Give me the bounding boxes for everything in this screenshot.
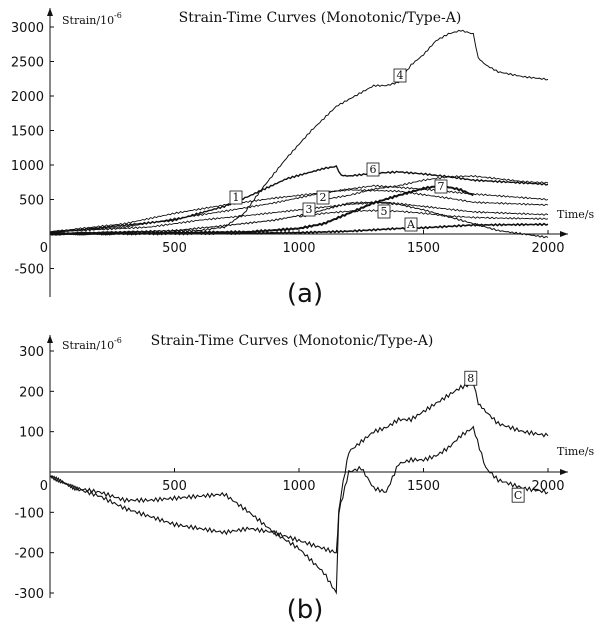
chart-panel-a: Strain-Time Curves (Monotonic/Type-A) St… xyxy=(11,8,595,309)
series-line-4 xyxy=(49,29,549,235)
series-marker-box-4 xyxy=(393,68,407,83)
x-tick-label: 1500 xyxy=(407,241,440,256)
y-axis-label-b: Strain/10 xyxy=(62,339,114,352)
y-axis-arrow xyxy=(47,335,53,343)
series-marker-label-6: 6 xyxy=(370,163,377,176)
series-marker-label-4: 4 xyxy=(397,69,404,82)
series-marker-label-8: 8 xyxy=(467,372,474,385)
y-tick-label: -500 xyxy=(14,263,44,278)
x-tick-label: 500 xyxy=(162,241,187,256)
chart-title-b: Strain-Time Curves (Monotonic/Type-A) xyxy=(151,333,434,349)
series-marker-label-C: C xyxy=(514,489,522,502)
x-tick-label: 1500 xyxy=(407,479,440,494)
x-tick-label: 2000 xyxy=(531,479,564,494)
series-line-unlabeled xyxy=(298,209,549,221)
y-axis-arrow xyxy=(47,8,53,16)
panel-label-a: (a) xyxy=(287,279,323,309)
series-marker-box-C xyxy=(511,487,525,503)
y-tick-label: 2500 xyxy=(11,56,44,71)
series-marker-box-7 xyxy=(434,179,448,194)
series-line-8 xyxy=(49,383,549,554)
x-axis-arrow xyxy=(560,231,568,237)
x-tick-label: 0 xyxy=(40,241,48,256)
series-marker-label-1: 1 xyxy=(233,191,240,204)
series-marker-label-A: A xyxy=(406,218,416,231)
y-tick-label: 1500 xyxy=(11,125,44,140)
series-marker-box-A xyxy=(404,217,418,232)
y-tick-label: 2000 xyxy=(11,90,44,105)
series-marker-box-8 xyxy=(464,370,478,386)
series-line-6 xyxy=(49,164,549,234)
series-marker-label-7: 7 xyxy=(438,180,445,193)
y-tick-label: 300 xyxy=(19,345,44,360)
x-tick-label: 0 xyxy=(40,479,48,494)
series-marker-label-5: 5 xyxy=(381,205,388,218)
y-tick-label: 1000 xyxy=(11,159,44,174)
x-tick-label: 2000 xyxy=(531,241,564,256)
series-line-1 xyxy=(49,188,549,233)
series-line-2 xyxy=(49,184,549,233)
series-line-5 xyxy=(49,200,549,239)
y-axis-label-exp-a: -6 xyxy=(114,11,122,20)
series-marker-box-3 xyxy=(302,202,316,217)
y-axis-label-a: Strain/10 xyxy=(62,14,114,27)
panel-label-b: (b) xyxy=(287,595,324,625)
series-marker-label-2: 2 xyxy=(320,191,327,204)
series-line-A xyxy=(49,222,549,236)
series-line-unlabeled xyxy=(323,174,549,201)
series-marker-label-3: 3 xyxy=(306,203,313,216)
chart-panel-b: Strain-Time Curves (Monotonic/Type-A) St… xyxy=(14,333,594,625)
series-line-C xyxy=(49,425,549,595)
x-axis-label-a: Time/s xyxy=(557,208,595,221)
y-tick-label: 3000 xyxy=(11,21,44,36)
y-tick-label: 500 xyxy=(19,194,44,209)
x-tick-label: 500 xyxy=(162,479,187,494)
series-marker-box-6 xyxy=(366,162,380,177)
y-axis-label-exp-b: -6 xyxy=(114,336,122,345)
y-tick-label: -200 xyxy=(14,547,44,562)
chart-title-a: Strain-Time Curves (Monotonic/Type-A) xyxy=(179,10,462,26)
y-tick-label: 100 xyxy=(19,426,44,441)
series-marker-box-5 xyxy=(377,204,391,219)
y-tick-label: -100 xyxy=(14,506,44,521)
series-marker-box-2 xyxy=(316,190,330,205)
x-tick-label: 1000 xyxy=(282,241,315,256)
y-tick-label: 200 xyxy=(19,385,44,400)
series-line-3 xyxy=(49,201,549,233)
x-axis-label-b: Time/s xyxy=(557,445,595,458)
y-tick-label: -300 xyxy=(14,587,44,602)
x-axis-arrow xyxy=(560,469,568,475)
x-tick-label: 1000 xyxy=(282,479,315,494)
series-marker-box-1 xyxy=(229,190,243,205)
